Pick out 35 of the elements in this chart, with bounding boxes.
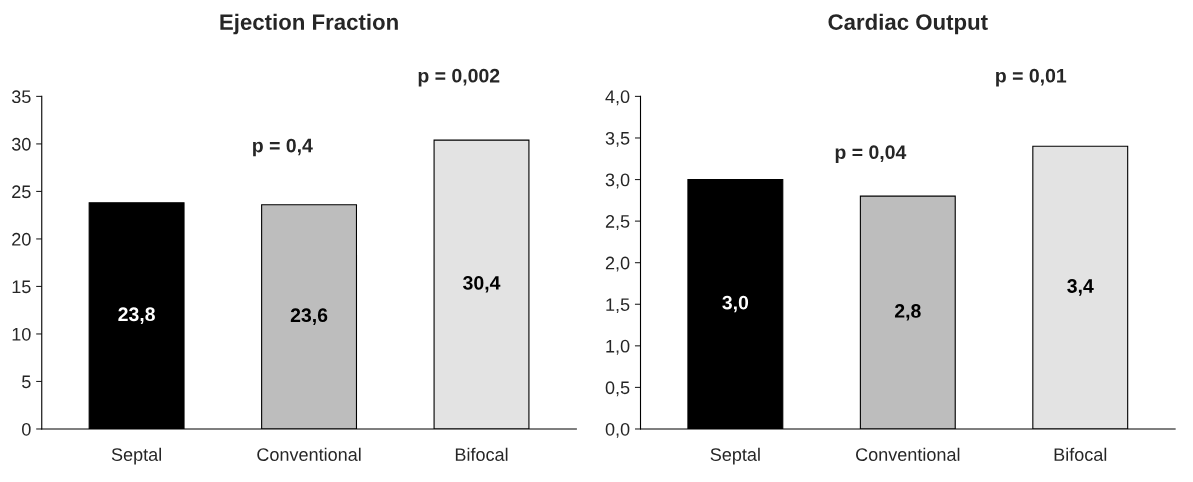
x-tick-label: Conventional	[257, 447, 361, 461]
y-tick-label: 0,0	[605, 422, 630, 438]
x-tick-label: Septal	[111, 447, 161, 465]
data-label: 30,4	[463, 276, 501, 293]
chart-title: Ejection Fraction	[220, 13, 398, 35]
y-tick-label: 25	[12, 185, 31, 199]
y-tick-label: 1,0	[606, 339, 630, 355]
data-label: 2,8	[894, 304, 921, 321]
text: p = 0,002	[418, 68, 500, 87]
y-tick-label: 35	[11, 90, 31, 104]
y-tick-label: 10	[12, 327, 31, 341]
data-label: 23,6	[290, 308, 328, 325]
y-tick-label: 15	[12, 280, 31, 294]
y-tick-label: 30	[11, 137, 31, 151]
x-tick-label: Septal	[710, 447, 760, 465]
y-tick-label: 4,0	[605, 90, 630, 106]
x-tick-label: Conventional	[856, 447, 960, 461]
chart-title: Cardiac Output	[828, 13, 988, 35]
text: p = 0,01	[996, 68, 1067, 87]
y-tick-label: 1,5	[606, 298, 630, 314]
data-label: 3,0	[722, 295, 749, 313]
y-tick-label: 2,0	[605, 256, 630, 272]
data-label: 3,4	[1067, 279, 1094, 296]
x-tick-label: Bifocal	[455, 447, 508, 461]
y-tick-label: 0	[22, 422, 31, 436]
y-tick-label: 5	[22, 375, 31, 389]
y-tick-label: 2,5	[605, 215, 630, 230]
annotation: p = 0,4	[253, 138, 313, 157]
y-tick-label: 3,0	[605, 173, 630, 189]
data-label: 23,8	[118, 307, 155, 324]
y-tick-label: 0,5	[605, 381, 630, 397]
x-tick-label: Bifocal	[1054, 447, 1107, 461]
y-tick-label: 20	[12, 232, 31, 246]
y-tick-label: 3,5	[605, 131, 630, 147]
annotation: p = 0,04	[835, 145, 907, 163]
